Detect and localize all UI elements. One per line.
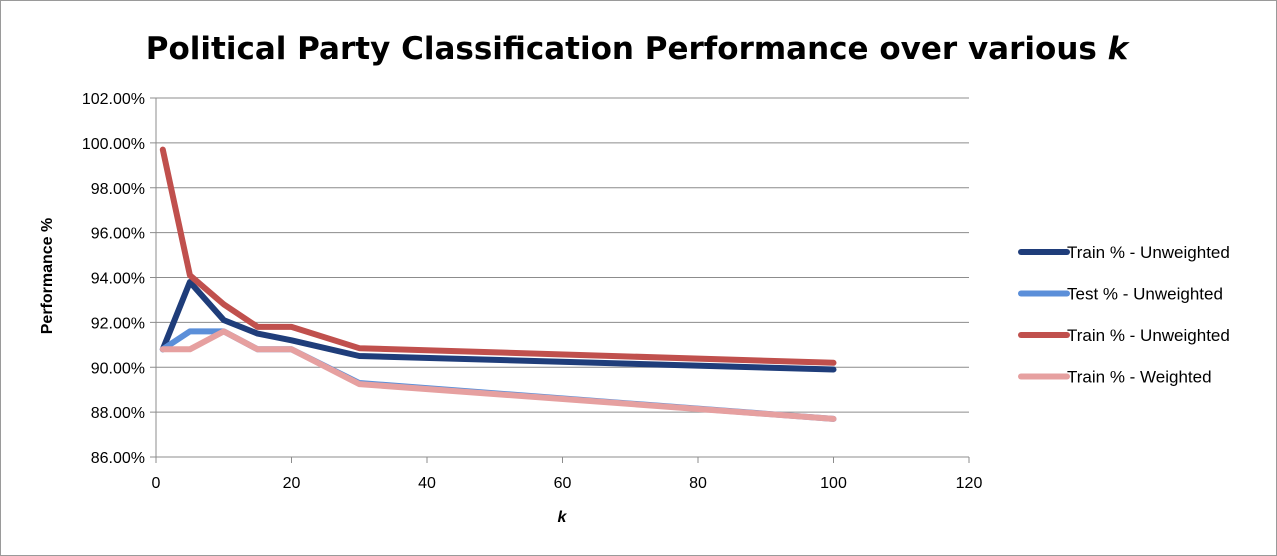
y-tick-label: 92.00% [91,315,145,332]
x-tick-label: 120 [956,475,983,492]
gridlines [156,97,969,413]
chart-title-main: Political Party Classification Performan… [146,31,1108,67]
y-tick-label: 88.00% [91,405,145,422]
axes [150,97,970,463]
y-tick-label: 90.00% [91,360,145,377]
legend: Train % - Unweighted Test % - Unweighted T… [1018,243,1230,387]
x-axis-title: k [558,509,568,526]
y-tick-label: 96.00% [91,226,145,243]
y-axis-title: Performance % [39,218,56,335]
x-tick-label: 40 [418,475,436,492]
series-line-4 [159,328,837,422]
series-line-1 [159,279,837,373]
chart-title: Political Party Classification Performan… [146,31,1131,67]
x-tick-label: 100 [820,475,847,492]
x-tick-label: 20 [283,475,301,492]
tick-labels: 86.00% 88.00% 90.00% 92.00% 94.00% 96.00% 98.0… [82,91,983,492]
y-tick-label: 102.00% [82,91,145,108]
legend-label-1: Train % - Unweighted [1067,243,1230,262]
y-tick-label: 86.00% [91,450,145,467]
x-tick-label: 60 [554,475,572,492]
x-tick-label: 0 [152,475,161,492]
legend-label-4: Train % - Weighted [1067,368,1212,387]
series-line-3 [159,146,837,366]
series-lines [159,146,837,422]
series-line-2 [159,328,837,422]
y-tick-label: 94.00% [91,271,145,288]
legend-label-3: Train % - Unweighted [1067,326,1230,345]
y-tick-label: 100.00% [82,136,145,153]
x-tick-label: 80 [689,475,707,492]
y-tick-label: 98.00% [91,181,145,198]
legend-label-2: Test % - Unweighted [1067,285,1223,304]
chart-title-k: k [1108,31,1131,67]
